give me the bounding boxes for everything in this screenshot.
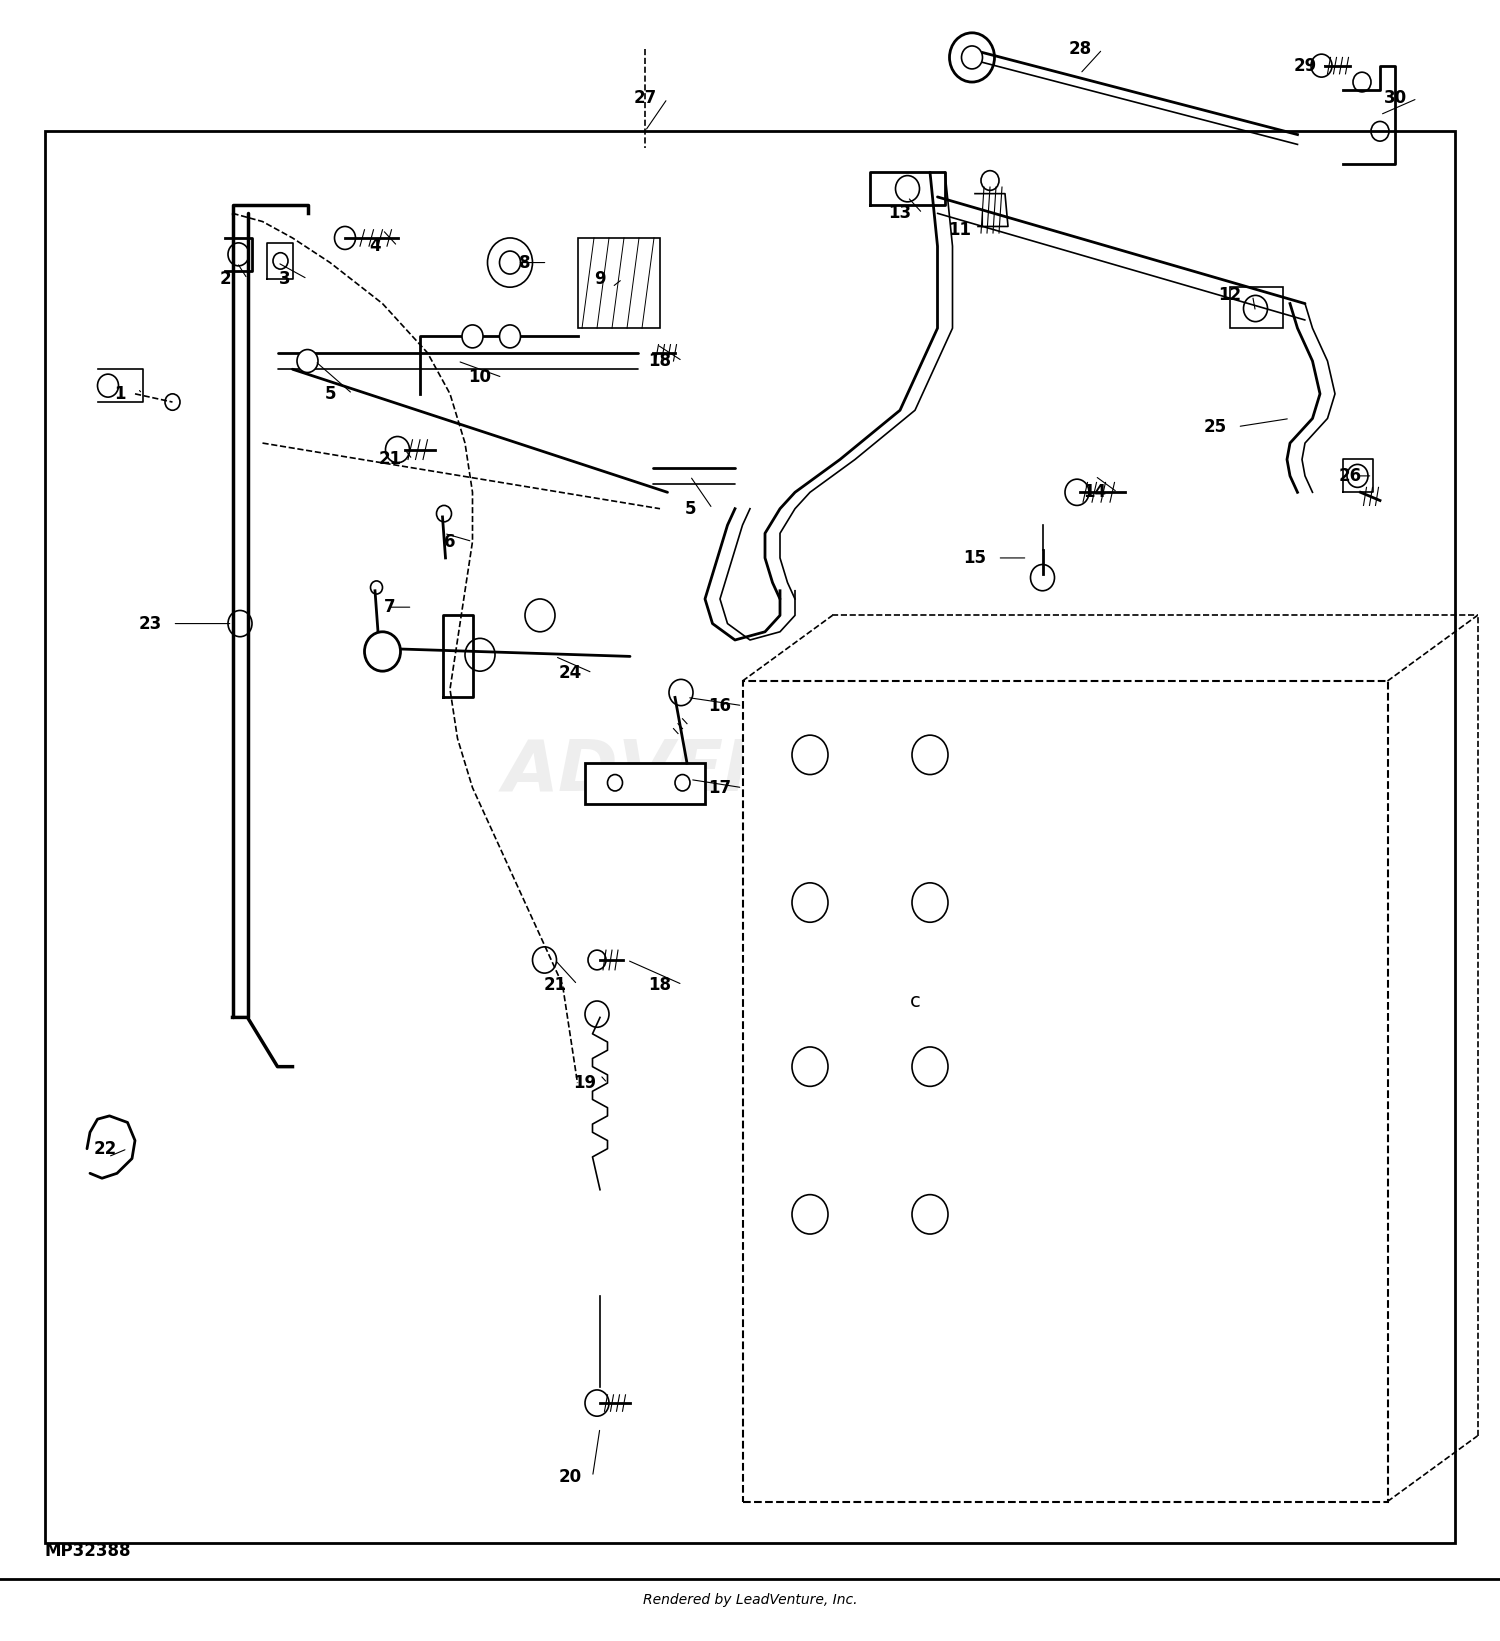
Text: 26: 26 <box>1338 468 1362 484</box>
Text: 20: 20 <box>558 1469 582 1485</box>
Text: 29: 29 <box>1293 57 1317 74</box>
Text: 5: 5 <box>684 501 696 517</box>
Text: 2: 2 <box>219 271 231 287</box>
Circle shape <box>297 350 318 373</box>
Text: 10: 10 <box>468 369 492 386</box>
Text: 8: 8 <box>519 254 531 271</box>
Text: 19: 19 <box>573 1075 597 1091</box>
Bar <box>742 681 1388 1502</box>
Circle shape <box>962 46 982 69</box>
Text: 18: 18 <box>648 976 672 993</box>
Text: 4: 4 <box>369 238 381 254</box>
Text: 24: 24 <box>558 665 582 681</box>
Text: 16: 16 <box>708 697 732 714</box>
Text: 7: 7 <box>384 599 396 615</box>
Text: 28: 28 <box>1068 41 1092 57</box>
Text: 25: 25 <box>1203 418 1227 435</box>
Text: Rendered by LeadVenture, Inc.: Rendered by LeadVenture, Inc. <box>642 1593 858 1607</box>
Text: 17: 17 <box>708 779 732 796</box>
Bar <box>1230 287 1282 328</box>
Text: 1: 1 <box>114 386 126 402</box>
Text: 6: 6 <box>444 533 456 550</box>
Bar <box>585 763 705 804</box>
Text: 11: 11 <box>948 222 972 238</box>
Text: 9: 9 <box>594 271 606 287</box>
Circle shape <box>525 599 555 632</box>
Bar <box>578 238 660 328</box>
Circle shape <box>364 632 400 671</box>
Circle shape <box>500 325 520 348</box>
Text: 21: 21 <box>543 976 567 993</box>
Text: 27: 27 <box>633 90 657 107</box>
Text: 14: 14 <box>1083 484 1107 501</box>
Text: 5: 5 <box>324 386 336 402</box>
Circle shape <box>462 325 483 348</box>
Text: c: c <box>909 991 921 1011</box>
Text: 18: 18 <box>648 353 672 369</box>
Text: 12: 12 <box>1218 287 1242 304</box>
Text: 22: 22 <box>93 1140 117 1157</box>
Text: ADVENTURE: ADVENTURE <box>503 737 998 806</box>
Text: 23: 23 <box>138 615 162 632</box>
Circle shape <box>500 251 520 274</box>
Circle shape <box>98 374 118 397</box>
Text: 30: 30 <box>1383 90 1407 107</box>
Text: 13: 13 <box>888 205 912 222</box>
Text: MP32388: MP32388 <box>45 1543 132 1559</box>
Text: 15: 15 <box>963 550 987 566</box>
Text: 21: 21 <box>378 451 402 468</box>
Bar <box>45 131 1455 1543</box>
Text: 3: 3 <box>279 271 291 287</box>
